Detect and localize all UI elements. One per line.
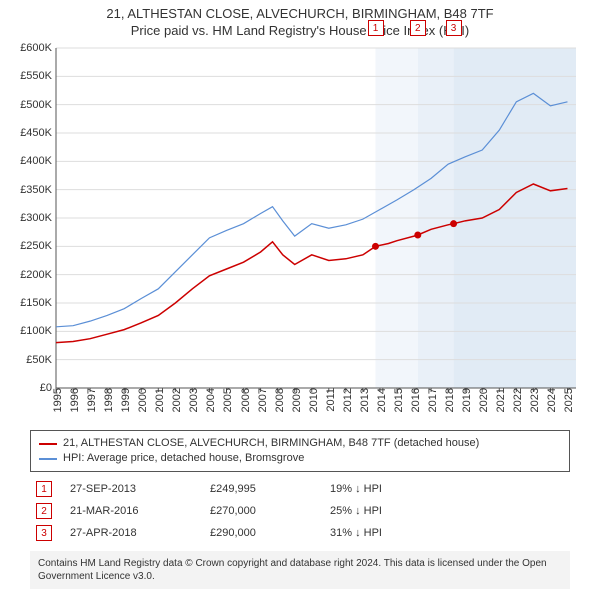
event-row: 1 27-SEP-2013£249,99519% ↓ HPI bbox=[30, 478, 570, 500]
y-tick-label: £550K bbox=[20, 70, 56, 82]
x-tick-label: 2004 bbox=[201, 388, 217, 412]
x-tick-label: 2009 bbox=[287, 388, 303, 412]
event-row: 2 21-MAR-2016£270,00025% ↓ HPI bbox=[30, 500, 570, 522]
y-tick-label: £200K bbox=[20, 269, 56, 281]
x-tick-label: 2008 bbox=[270, 388, 286, 412]
attribution-text: Contains HM Land Registry data © Crown c… bbox=[38, 558, 547, 582]
x-tick-label: 2018 bbox=[440, 388, 456, 412]
y-tick-label: £350K bbox=[20, 184, 56, 196]
x-tick-label: 2001 bbox=[150, 388, 166, 412]
legend-label: 21, ALTHESTAN CLOSE, ALVECHURCH, BIRMING… bbox=[63, 436, 479, 451]
x-tick-label: 2006 bbox=[236, 388, 252, 412]
x-tick-label: 2025 bbox=[559, 388, 575, 412]
event-delta: 31% ↓ HPI bbox=[330, 527, 382, 539]
x-tick-label: 2002 bbox=[167, 388, 183, 412]
event-price: £249,995 bbox=[210, 483, 330, 495]
attribution-box: Contains HM Land Registry data © Crown c… bbox=[30, 551, 570, 589]
y-tick-label: £600K bbox=[20, 42, 56, 54]
x-tick-label: 2023 bbox=[525, 388, 541, 412]
price-marker-badge: 3 bbox=[446, 20, 462, 36]
price-marker-badge: 1 bbox=[368, 20, 384, 36]
x-tick-label: 2005 bbox=[218, 388, 234, 412]
chart-title-line1: 21, ALTHESTAN CLOSE, ALVECHURCH, BIRMING… bbox=[0, 6, 600, 21]
x-tick-label: 2022 bbox=[508, 388, 524, 412]
event-date: 27-SEP-2013 bbox=[70, 483, 210, 495]
x-tick-label: 1997 bbox=[82, 388, 98, 412]
x-tick-label: 2007 bbox=[253, 388, 269, 412]
y-tick-label: £300K bbox=[20, 212, 56, 224]
y-tick-label: £150K bbox=[20, 297, 56, 309]
x-tick-label: 2010 bbox=[304, 388, 320, 412]
x-tick-label: 2013 bbox=[355, 388, 371, 412]
x-tick-label: 2021 bbox=[491, 388, 507, 412]
event-delta: 25% ↓ HPI bbox=[330, 505, 382, 517]
x-tick-label: 2015 bbox=[389, 388, 405, 412]
event-badge: 2 bbox=[36, 503, 52, 519]
event-price: £290,000 bbox=[210, 527, 330, 539]
x-tick-label: 2014 bbox=[372, 388, 388, 412]
price-marker-dot bbox=[372, 243, 379, 250]
y-tick-label: £100K bbox=[20, 325, 56, 337]
event-date: 27-APR-2018 bbox=[70, 527, 210, 539]
x-tick-label: 2016 bbox=[406, 388, 422, 412]
y-tick-label: £450K bbox=[20, 127, 56, 139]
x-tick-label: 1995 bbox=[48, 388, 64, 412]
legend-label: HPI: Average price, detached house, Brom… bbox=[63, 451, 304, 466]
legend-box: 21, ALTHESTAN CLOSE, ALVECHURCH, BIRMING… bbox=[30, 430, 570, 472]
x-tick-label: 2011 bbox=[321, 388, 337, 412]
y-tick-label: £500K bbox=[20, 99, 56, 111]
x-tick-label: 2024 bbox=[542, 388, 558, 412]
legend-row: HPI: Average price, detached house, Brom… bbox=[39, 451, 561, 466]
event-badge: 1 bbox=[36, 481, 52, 497]
event-date: 21-MAR-2016 bbox=[70, 505, 210, 517]
y-tick-label: £250K bbox=[20, 240, 56, 252]
x-tick-label: 1996 bbox=[65, 388, 81, 412]
event-price: £270,000 bbox=[210, 505, 330, 517]
legend-swatch bbox=[39, 443, 57, 445]
x-tick-label: 1999 bbox=[116, 388, 132, 412]
price-marker-dot bbox=[414, 232, 421, 239]
legend-row: 21, ALTHESTAN CLOSE, ALVECHURCH, BIRMING… bbox=[39, 436, 561, 451]
x-tick-label: 2017 bbox=[423, 388, 439, 412]
events-table: 1 27-SEP-2013£249,99519% ↓ HPI 2 21-MAR-201… bbox=[30, 478, 570, 544]
x-tick-label: 1998 bbox=[99, 388, 115, 412]
x-tick-label: 2019 bbox=[457, 388, 473, 412]
event-badge: 3 bbox=[36, 525, 52, 541]
event-row: 3 27-APR-2018£290,00031% ↓ HPI bbox=[30, 522, 570, 544]
chart-plot-area: £0£50K£100K£150K£200K£250K£300K£350K£400… bbox=[56, 48, 576, 388]
chart-title-line2: Price paid vs. HM Land Registry's House … bbox=[0, 23, 600, 38]
x-tick-label: 2003 bbox=[184, 388, 200, 412]
y-tick-label: £50K bbox=[26, 354, 56, 366]
event-delta: 19% ↓ HPI bbox=[330, 483, 382, 495]
y-tick-label: £400K bbox=[20, 155, 56, 167]
x-tick-label: 2012 bbox=[338, 388, 354, 412]
price-marker-dot bbox=[450, 220, 457, 227]
legend-swatch bbox=[39, 458, 57, 460]
price-marker-badge: 2 bbox=[410, 20, 426, 36]
x-tick-label: 2000 bbox=[133, 388, 149, 412]
x-tick-label: 2020 bbox=[474, 388, 490, 412]
